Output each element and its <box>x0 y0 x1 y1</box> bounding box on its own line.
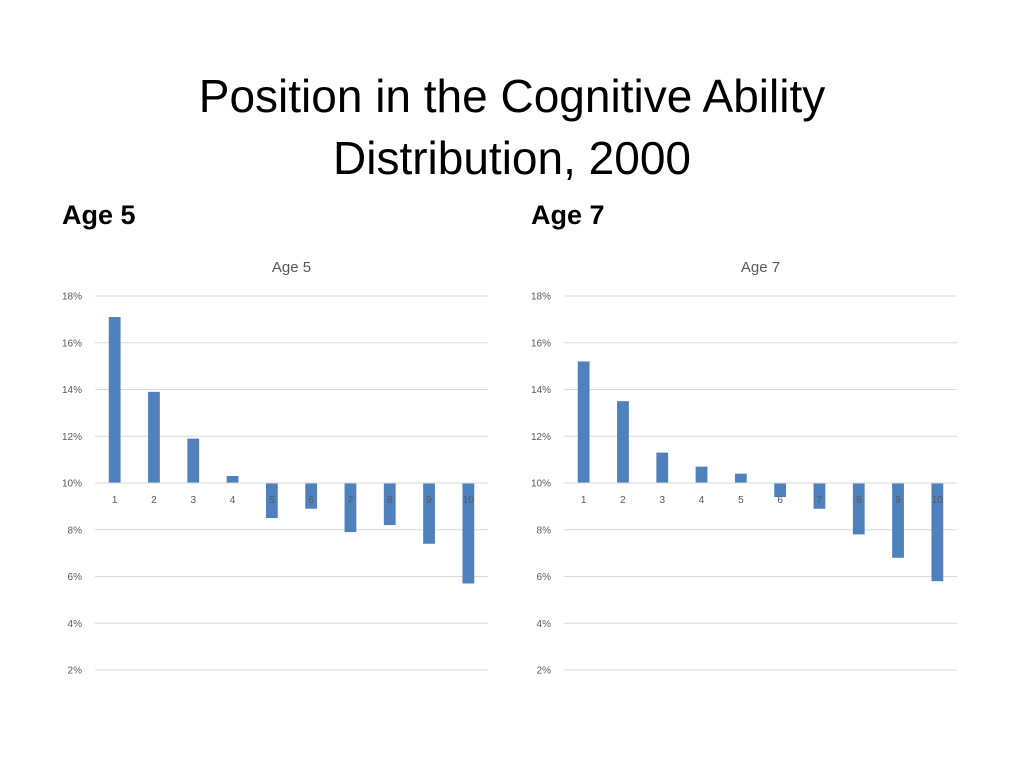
bar-6 <box>305 483 318 509</box>
y-tick-label: 2% <box>537 666 552 677</box>
category-label: 3 <box>659 495 665 506</box>
bar-9 <box>892 483 904 558</box>
chart-title: Age 5 <box>272 259 311 276</box>
slide-title-line-1: Position in the Cognitive Ability <box>198 69 826 122</box>
chart-age-5: Age 5 2% 4% 6% 8% 10% 12% 14% 16% 18% 1 2 3 4 5 6 7 8 9 10 <box>62 259 488 677</box>
slide-title: Position in the Cognitive Ability Distri… <box>0 65 1024 189</box>
y-tick-label: 10% <box>531 479 551 490</box>
category-label: 9 <box>895 495 901 506</box>
slide-title-line-2: Distribution, 2000 <box>333 131 691 184</box>
y-tick-label: 12% <box>531 432 551 443</box>
bar-3 <box>656 452 669 483</box>
bar-4 <box>695 466 708 483</box>
category-label: 10 <box>932 495 944 506</box>
bar-10 <box>931 483 944 582</box>
bar-4 <box>226 475 239 483</box>
bar-8 <box>852 483 865 535</box>
bar-2 <box>148 391 160 483</box>
y-tick-label: 6% <box>537 572 552 583</box>
category-label: 8 <box>387 495 393 506</box>
category-label: 4 <box>230 495 236 506</box>
chart-age-7: Age 7 2% 4% 6% 8% 10% 12% 14% 16% 18% 1 2 3 4 5 6 7 8 9 10 <box>531 259 957 677</box>
bar-7 <box>344 483 357 533</box>
bar-1 <box>108 317 121 483</box>
category-label: 8 <box>856 495 862 506</box>
y-tick-label: 8% <box>68 525 83 536</box>
bar-7 <box>813 483 826 509</box>
category-label: 5 <box>269 495 275 506</box>
category-label: 2 <box>620 495 626 506</box>
y-tick-label: 4% <box>537 619 552 630</box>
category-label: 4 <box>699 495 705 506</box>
bar-8 <box>383 483 396 526</box>
y-tick-label: 18% <box>531 292 551 303</box>
category-label: 9 <box>426 495 432 506</box>
bar-6 <box>774 483 787 498</box>
bar-5 <box>734 473 747 483</box>
category-label: 7 <box>348 495 354 506</box>
bar-2 <box>617 401 629 483</box>
y-tick-label: 18% <box>62 292 82 303</box>
y-tick-label: 16% <box>531 338 551 349</box>
left-panel-heading: Age 5 <box>62 200 136 230</box>
y-tick-label: 12% <box>62 432 82 443</box>
y-tick-label: 16% <box>62 338 82 349</box>
category-label: 6 <box>308 495 314 506</box>
y-tick-label: 8% <box>537 525 552 536</box>
category-label: 1 <box>112 495 118 506</box>
category-label: 7 <box>817 495 823 506</box>
bar-1 <box>577 361 590 483</box>
y-tick-label: 14% <box>531 385 551 396</box>
category-label: 2 <box>151 495 157 506</box>
bar-10 <box>462 483 475 584</box>
y-tick-label: 4% <box>68 619 83 630</box>
y-tick-label: 2% <box>68 666 83 677</box>
bar-5 <box>265 483 278 519</box>
category-label: 5 <box>738 495 744 506</box>
category-label: 3 <box>190 495 196 506</box>
category-label: 1 <box>581 495 587 506</box>
y-tick-label: 10% <box>62 479 82 490</box>
category-label: 10 <box>463 495 475 506</box>
bar-3 <box>187 438 200 483</box>
y-tick-label: 14% <box>62 385 82 396</box>
chart-title: Age 7 <box>741 259 780 276</box>
y-tick-label: 6% <box>68 572 83 583</box>
category-label: 6 <box>777 495 783 506</box>
bar-9 <box>423 483 435 544</box>
right-panel-heading: Age 7 <box>531 200 605 230</box>
